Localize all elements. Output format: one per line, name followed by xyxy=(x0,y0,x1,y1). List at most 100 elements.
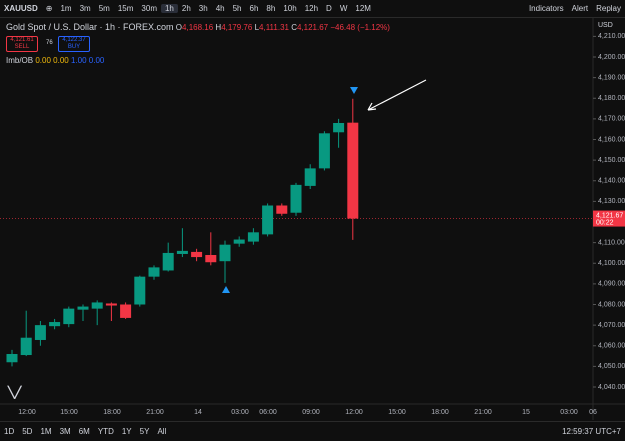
indicator-value: 0.00 xyxy=(88,56,105,65)
time-label: 15:00 xyxy=(388,409,406,416)
candle-body xyxy=(105,303,117,306)
interval[interactable]: 30m xyxy=(141,4,157,13)
indicator-value: 0.00 xyxy=(35,56,51,65)
c-value: 4,121.67 xyxy=(296,23,329,32)
indicator-value: 0.00 xyxy=(53,56,69,65)
range[interactable]: 5Y xyxy=(139,427,150,436)
last-price-label: 4,121.67 xyxy=(596,212,623,219)
time-label: 18:00 xyxy=(431,409,449,416)
time-label: 09:00 xyxy=(302,409,320,416)
time-label: 18:00 xyxy=(103,409,121,416)
time-label: 14 xyxy=(194,409,202,416)
signal-up xyxy=(222,286,230,293)
buy-button[interactable]: 4,122.37 BUY xyxy=(58,36,90,52)
sell-button[interactable]: 4,121.61 SELL xyxy=(6,36,38,52)
candle-body xyxy=(347,122,359,219)
candle-body xyxy=(77,306,89,310)
interval[interactable]: 15m xyxy=(117,4,134,13)
clock: 12:59:37 UTC+7 xyxy=(562,427,621,436)
sell-price: 4,121.61 xyxy=(10,37,34,43)
replay-button[interactable]: Replay xyxy=(596,4,621,13)
y-tick-label: 4,050.00 xyxy=(598,363,625,370)
y-tick-label: 4,150.00 xyxy=(598,157,625,164)
spread: 76 xyxy=(46,40,53,46)
indicators-button[interactable]: Indicators xyxy=(528,4,564,13)
interval[interactable]: 2h xyxy=(181,4,191,13)
interval[interactable]: 6h xyxy=(249,4,259,13)
candle-body xyxy=(91,302,103,309)
candle-body xyxy=(233,239,245,244)
interval[interactable]: 1m xyxy=(60,4,72,13)
time-label: 15:00 xyxy=(60,409,78,416)
signal-down xyxy=(350,87,358,94)
alert-button[interactable]: Alert xyxy=(571,4,589,13)
legend: Gold Spot / U.S. Dollar · 1h · FOREX.com… xyxy=(6,22,390,32)
symbol[interactable]: XAUUSD xyxy=(4,4,38,13)
y-tick-label: 4,210.00 xyxy=(598,33,625,40)
y-tick-label: 4,160.00 xyxy=(598,136,625,143)
y-tick-label: 4,170.00 xyxy=(598,116,625,123)
range[interactable]: 1M xyxy=(40,427,52,436)
candle-body xyxy=(205,255,217,263)
time-label: 12:00 xyxy=(345,409,363,416)
candle-body xyxy=(318,133,330,169)
bottom-toolbar: 1D 5D 1M 3M 6M YTD 1Y 5Y All 12:59:37 UTC+7 xyxy=(0,421,625,441)
c-label: C xyxy=(291,23,297,32)
time-label: 15 xyxy=(522,409,530,416)
candle-body xyxy=(290,184,302,213)
h-label: H xyxy=(215,23,222,32)
candle-body xyxy=(176,250,188,254)
candle-body xyxy=(162,252,174,271)
time-label: 21:00 xyxy=(474,409,492,416)
y-tick-label: 4,070.00 xyxy=(598,322,625,329)
interval[interactable]: 5h xyxy=(232,4,242,13)
interval[interactable]: 12M xyxy=(355,4,371,13)
range[interactable]: 1Y xyxy=(121,427,132,436)
add-symbol[interactable]: ⊕ xyxy=(45,4,53,13)
candle-body xyxy=(247,232,259,242)
interval[interactable]: W xyxy=(339,4,348,13)
interval[interactable]: 4h xyxy=(215,4,225,13)
o-value: 4,168.16 xyxy=(182,23,214,32)
candle-body xyxy=(262,205,274,235)
candle-body xyxy=(276,205,288,214)
buy-label: BUY xyxy=(67,44,81,50)
interval[interactable]: 10h xyxy=(283,4,297,13)
y-tick-label: 4,080.00 xyxy=(598,301,625,308)
time-label: 12:00 xyxy=(18,409,36,416)
interval[interactable]: 5m xyxy=(98,4,110,13)
interval[interactable]: D xyxy=(326,4,332,13)
candle-body xyxy=(333,123,345,133)
arrow xyxy=(367,79,427,111)
interval[interactable]: 12h xyxy=(304,4,319,13)
interval[interactable]: 8h xyxy=(266,4,276,13)
range[interactable]: All xyxy=(157,427,167,436)
tv-logo: ╲╱ xyxy=(7,385,23,399)
range[interactable]: 5D xyxy=(22,427,33,436)
buy-price: 4,122.37 xyxy=(62,37,86,43)
candle-body xyxy=(34,325,46,340)
interval[interactable]: 3m xyxy=(79,4,91,13)
range[interactable]: 1D xyxy=(4,427,15,436)
candle-body xyxy=(304,168,316,186)
range[interactable]: 3M xyxy=(59,427,71,436)
y-tick-label: 4,180.00 xyxy=(598,95,625,102)
ranges: 1D 5D 1M 3M 6M YTD 1Y 5Y All xyxy=(0,427,170,436)
time-label: 03:00 xyxy=(560,409,578,416)
o-label: O xyxy=(175,23,183,32)
candle-body xyxy=(20,337,32,356)
legend-title: Gold Spot / U.S. Dollar · 1h · FOREX.com xyxy=(6,22,174,32)
time-label: 21:00 xyxy=(146,409,164,416)
time-label: 03:00 xyxy=(231,409,249,416)
range[interactable]: 6M xyxy=(78,427,90,436)
interval[interactable]: 1h xyxy=(160,4,178,13)
interval[interactable]: 3h xyxy=(198,4,208,13)
y-tick-label: 4,200.00 xyxy=(598,54,625,61)
time-label: 06 xyxy=(589,409,597,416)
y-tick-label: 4,140.00 xyxy=(598,178,625,185)
candle-body xyxy=(63,308,75,325)
y-tick-label: 4,040.00 xyxy=(598,384,625,391)
range[interactable]: YTD xyxy=(97,427,114,436)
candle-body xyxy=(191,251,203,258)
